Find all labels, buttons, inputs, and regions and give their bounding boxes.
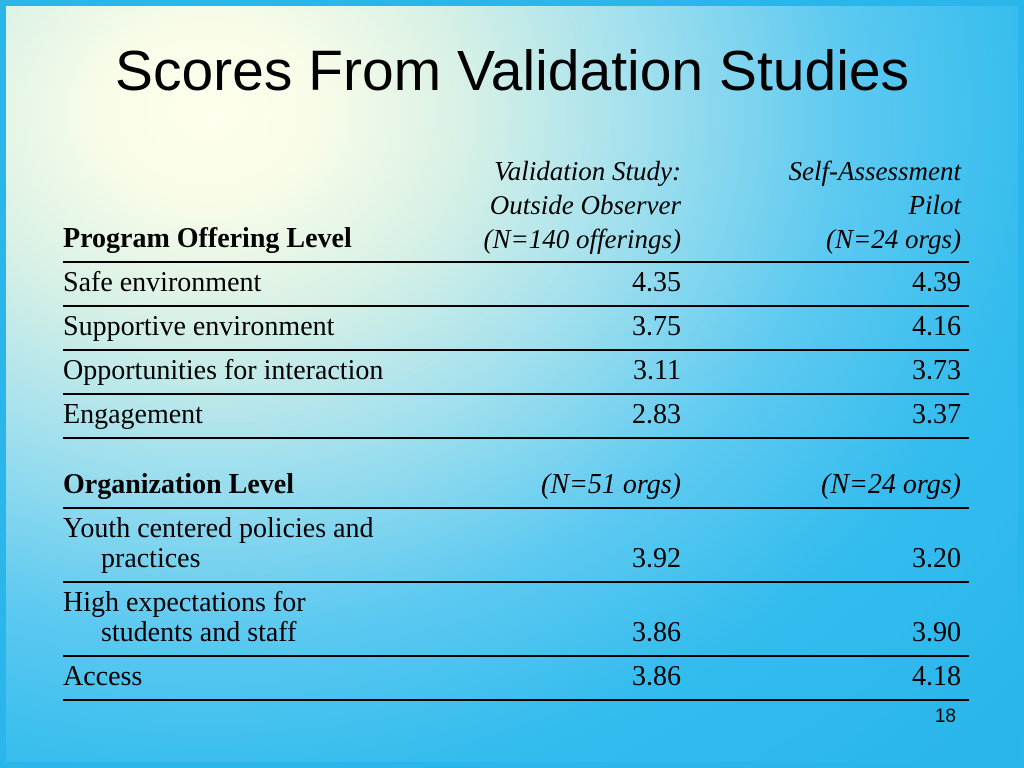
col-header-organization-level: Organization Level bbox=[63, 469, 294, 500]
table-row-opportunities-for-interaction: Opportunities for interaction 3.11 3.73 bbox=[63, 351, 969, 395]
row-label: Safe environment bbox=[63, 267, 262, 298]
table-row-engagement: Engagement 2.83 3.37 bbox=[63, 395, 969, 439]
row-label: Engagement bbox=[63, 399, 203, 430]
pilot-score: 3.20 bbox=[912, 543, 961, 574]
program-offering-header-row: Program Offering Level Validation Study:… bbox=[63, 154, 969, 263]
table-row-safe-environment: Safe environment 4.35 4.39 bbox=[63, 263, 969, 307]
table-row-supportive-environment: Supportive environment 3.75 4.16 bbox=[63, 307, 969, 351]
observer-score: 3.75 bbox=[632, 311, 681, 342]
col-header-n51-orgs: (N=51 orgs) bbox=[541, 469, 681, 500]
organization-level-section: Organization Level (N=51 orgs) (N=24 org… bbox=[63, 465, 969, 701]
table-row-high-expectations: High expectations for students and staff… bbox=[63, 583, 969, 657]
pilot-score: 3.73 bbox=[912, 355, 961, 386]
observer-score: 3.11 bbox=[633, 355, 681, 386]
pilot-score: 3.90 bbox=[912, 617, 961, 648]
pilot-score: 4.39 bbox=[912, 267, 961, 298]
observer-score: 3.86 bbox=[632, 661, 681, 692]
col-header-validation-study: Validation Study: Outside Observer (N=14… bbox=[483, 156, 681, 254]
pilot-score: 3.37 bbox=[912, 399, 961, 430]
observer-score: 3.92 bbox=[632, 543, 681, 574]
row-label: Supportive environment bbox=[63, 311, 335, 342]
col-header-self-assessment-pilot: Self-Assessment Pilot (N=24 orgs) bbox=[788, 156, 961, 254]
pilot-score: 4.16 bbox=[912, 311, 961, 342]
page-number: 18 bbox=[934, 706, 956, 727]
table-row-access: Access 3.86 4.18 bbox=[63, 657, 969, 701]
row-label: Access bbox=[63, 661, 143, 692]
scores-table: Program Offering Level Validation Study:… bbox=[63, 154, 969, 701]
observer-score: 3.86 bbox=[632, 617, 681, 648]
pilot-score: 4.18 bbox=[912, 661, 961, 692]
table-row-youth-centered-policies: Youth centered policies and practices 3.… bbox=[63, 509, 969, 583]
slide-title: Scores From Validation Studies bbox=[114, 39, 910, 103]
row-label: Opportunities for interaction bbox=[63, 355, 384, 386]
row-label: Youth centered policies and practices bbox=[63, 513, 374, 574]
organization-level-header-row: Organization Level (N=51 orgs) (N=24 org… bbox=[63, 465, 969, 509]
col-header-program-offering-level: Program Offering Level bbox=[63, 223, 352, 254]
col-header-n24-orgs: (N=24 orgs) bbox=[821, 469, 961, 500]
observer-score: 4.35 bbox=[632, 267, 681, 298]
observer-score: 2.83 bbox=[632, 399, 681, 430]
row-label: High expectations for students and staff bbox=[63, 587, 306, 648]
